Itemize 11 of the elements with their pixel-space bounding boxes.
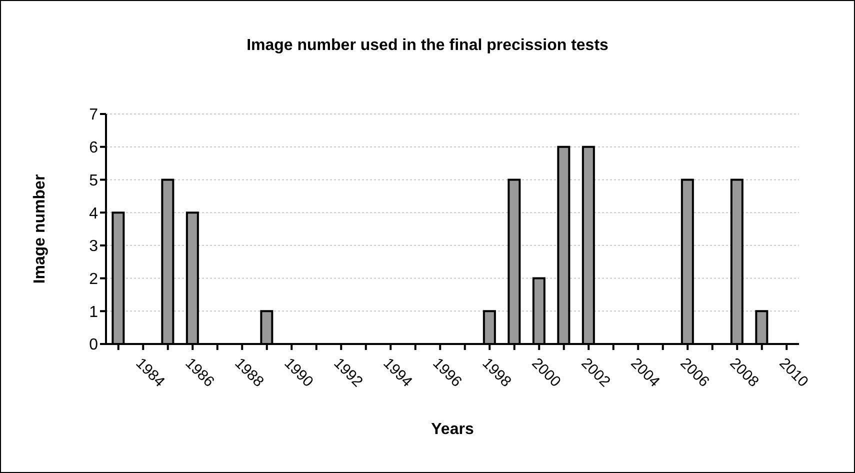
y-tick-label: 2 [89,270,98,288]
y-axis-title: Image number [32,174,49,284]
y-tick-label: 3 [89,238,98,256]
y-tick-label: 7 [89,106,98,124]
y-tick-label: 1 [89,304,98,321]
y-tick-label: 0 [89,336,98,354]
y-tick-label: 4 [89,205,98,222]
chart-title: Image number used in the final precission tests [246,37,610,55]
x-axis-title: Years [431,421,474,438]
y-tick-label: 5 [89,172,98,190]
y-tick-label: 6 [89,140,98,157]
